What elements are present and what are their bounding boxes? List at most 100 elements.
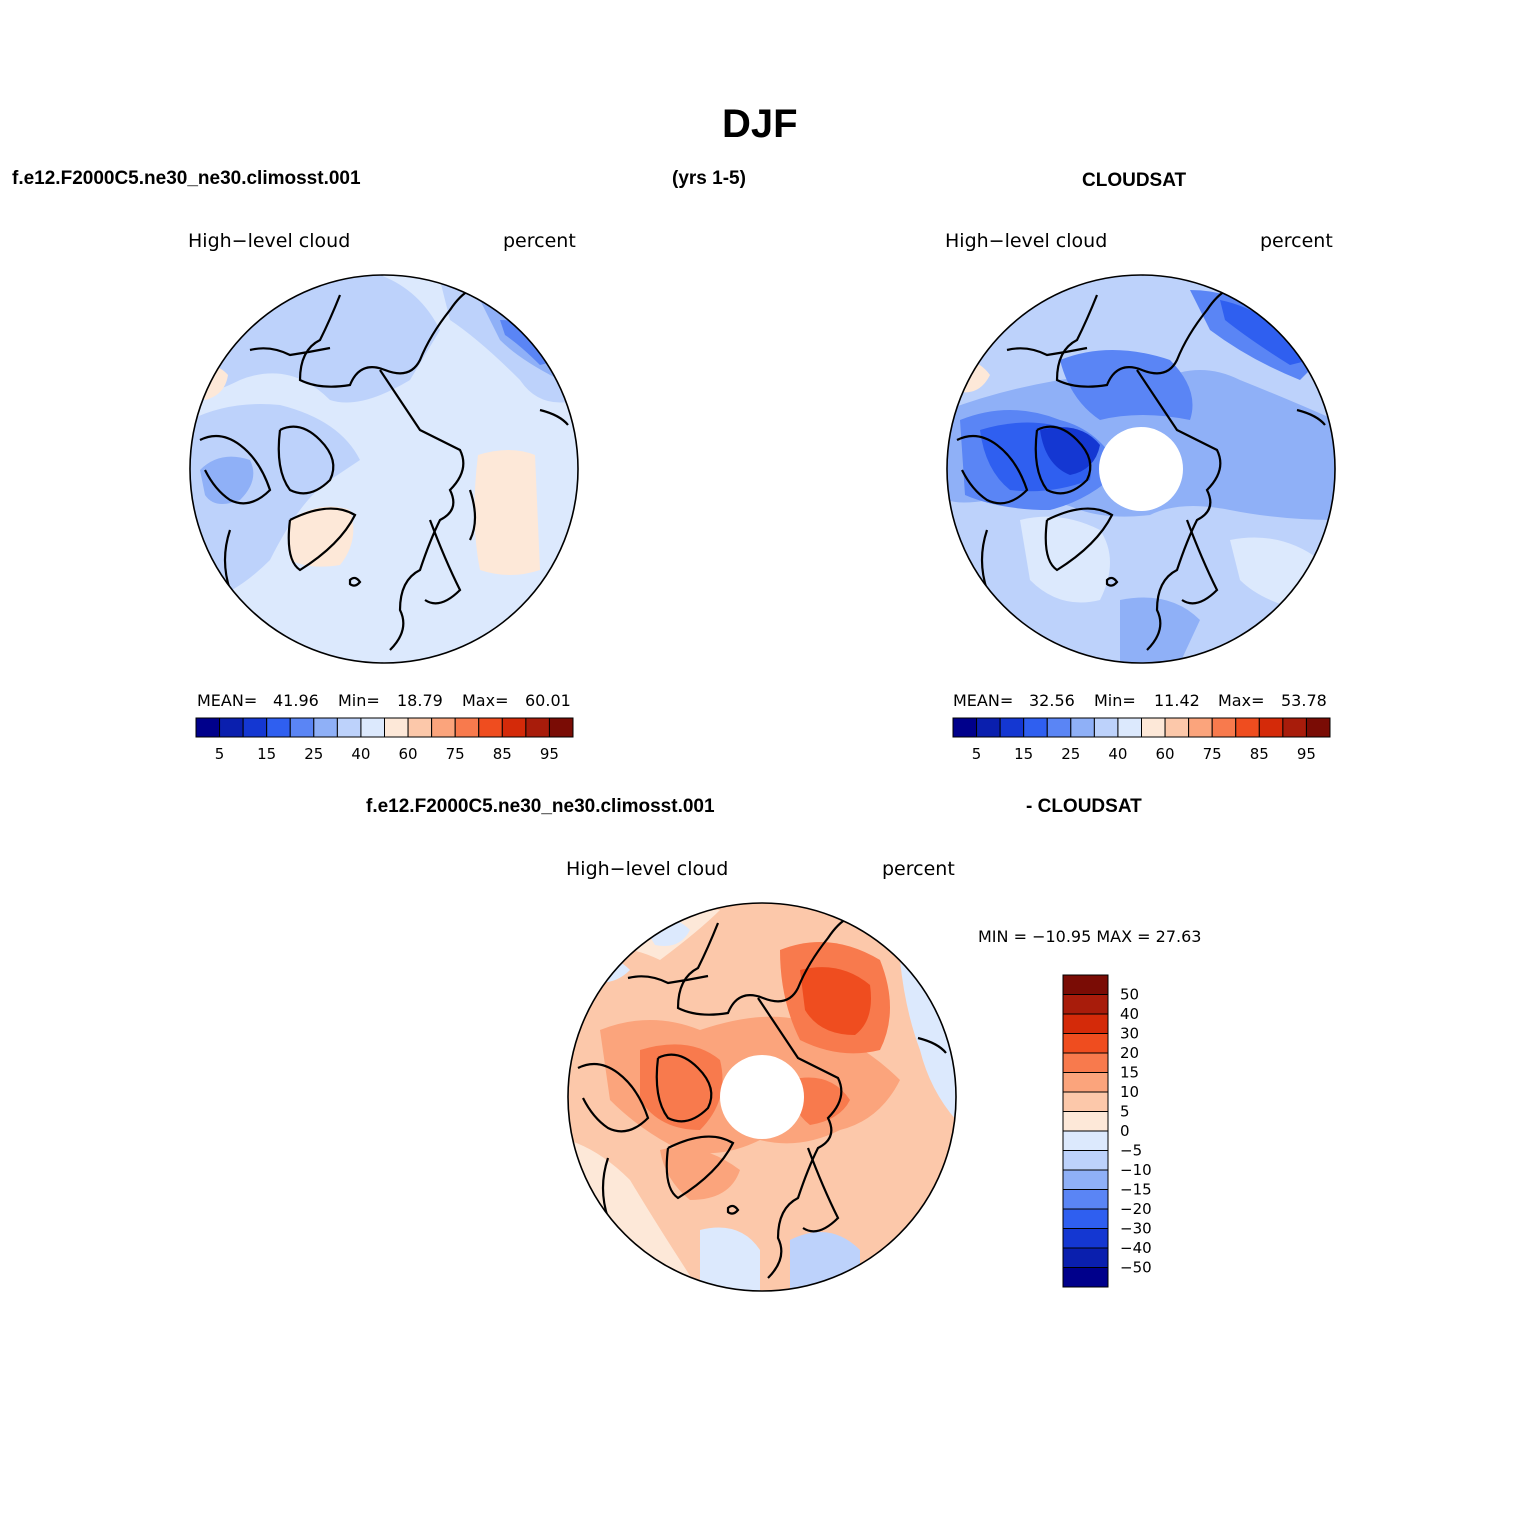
colorbar-cloudsat-swatch (1282, 717, 1307, 738)
colorbar-model-swatch (548, 717, 574, 738)
map3-coastlines (577, 917, 947, 1279)
diff-obs-label: - CLOUDSAT (1026, 796, 1142, 817)
colorbar-difference-swatch (1062, 1247, 1109, 1268)
map3-pole-hole (720, 1055, 804, 1139)
colorbar-cloudsat-swatch (1235, 717, 1260, 738)
colorbar-difference-tick-label: 0 (1120, 1122, 1130, 1140)
colorbar-model-swatch (289, 717, 315, 738)
panel2-mean-label: MEAN= (953, 691, 1014, 710)
colorbar-difference-tick-label: 15 (1120, 1064, 1139, 1082)
colorbar-model-tick-label: 60 (399, 745, 418, 763)
colorbar-difference-swatch (1062, 1013, 1109, 1034)
colorbar-cloudsat-swatch (1164, 717, 1190, 738)
panel1-mean-label: MEAN= (197, 691, 258, 710)
colorbar-difference-swatch (1062, 1208, 1109, 1229)
map2-region (1040, 427, 1100, 475)
colorbar-difference-tick-label: 20 (1120, 1044, 1139, 1062)
panel2-min-value: 11.42 (1154, 691, 1200, 710)
map3-region (660, 1147, 740, 1200)
colorbar-difference-swatch (1062, 1033, 1109, 1054)
colorbar-model-swatch (360, 717, 385, 738)
map-model (189, 274, 579, 664)
colorbar-difference-swatch (1062, 1052, 1109, 1073)
colorbar-model-swatch (501, 717, 527, 738)
colorbar-cloudsat-swatch (1023, 717, 1048, 738)
panel1-units: percent (503, 230, 576, 252)
colorbar-cloudsat-tick-label: 5 (972, 745, 982, 763)
colorbar-model-tick-label: 95 (540, 745, 559, 763)
colorbar-cloudsat-swatch (1211, 717, 1237, 738)
colorbar-model-swatch (336, 717, 362, 738)
panel1-min-value: 18.79 (397, 691, 443, 710)
colorbar-difference-tick-label: 30 (1120, 1025, 1139, 1043)
colorbar-difference-tick-label: 10 (1120, 1083, 1139, 1101)
colorbar-model-tick-label: 15 (257, 745, 276, 763)
panel1-variable: High−level cloud (188, 230, 351, 252)
map1-coastlines (199, 289, 569, 651)
years-label: (yrs 1-5) (672, 168, 746, 189)
colorbar-difference-swatch (1062, 1228, 1109, 1249)
map1-region (300, 616, 420, 663)
colorbar-difference-tick-label: 5 (1120, 1103, 1130, 1121)
colorbar-cloudsat-swatch (976, 717, 1001, 738)
colorbar-difference-tick-label: −20 (1120, 1200, 1152, 1218)
map3-border (567, 902, 957, 1292)
colorbar-difference-tick-label: −40 (1120, 1239, 1152, 1257)
colorbar-model-swatch (195, 717, 221, 738)
colorbar-cloudsat-swatch (1258, 717, 1284, 738)
panel2-max-value: 53.78 (1281, 691, 1327, 710)
panel2-units: percent (1260, 230, 1333, 252)
map3-region (640, 1044, 723, 1130)
map1-region (200, 456, 254, 504)
colorbar-difference-swatch (1062, 1091, 1109, 1112)
colorbar-cloudsat: 5 15 25 40 60 75 85 95 (952, 717, 1331, 763)
case-name-label: f.e12.F2000C5.ne30_ne30.climosst.001 (12, 168, 361, 189)
colorbar-cloudsat-tick-label: 40 (1108, 745, 1127, 763)
colorbar-model-swatch (313, 717, 338, 738)
colorbar-difference-tick-label: −50 (1120, 1259, 1152, 1277)
panel3-minmax: MIN = −10.95 MAX = 27.63 (978, 927, 1202, 946)
panel3-units: percent (882, 858, 955, 880)
panel1-min-label: Min= (338, 691, 380, 710)
panel2-variable: High−level cloud (945, 230, 1108, 252)
colorbar-cloudsat-tick-label: 75 (1203, 745, 1222, 763)
colorbar-model-swatch (266, 717, 291, 738)
colorbar-model: 5 15 25 40 60 75 85 95 (195, 717, 574, 763)
colorbar-model-tick-label: 40 (351, 745, 370, 763)
colorbar-model-tick-label: 5 (215, 745, 225, 763)
colorbar-model-swatch (431, 717, 456, 738)
map-cloudsat (946, 274, 1336, 664)
colorbar-cloudsat-swatch (1141, 717, 1166, 738)
colorbar-cloudsat-swatch (999, 717, 1025, 738)
colorbar-cloudsat-swatch (1093, 717, 1119, 738)
map2-pole-hole (1099, 427, 1183, 511)
colorbar-model-swatch (454, 717, 480, 738)
obs-name-label: CLOUDSAT (1082, 170, 1187, 191)
colorbar-cloudsat-tick-label: 85 (1250, 745, 1269, 763)
colorbar-difference-swatch (1062, 1150, 1109, 1171)
colorbar-model-swatch (525, 717, 550, 738)
map2-region (1220, 300, 1310, 365)
map1-region (190, 404, 360, 600)
colorbar-model-swatch (384, 717, 409, 738)
colorbar-difference-swatch (1062, 1169, 1109, 1190)
colorbar-cloudsat-swatch (1117, 717, 1142, 738)
map3-region (700, 1227, 760, 1291)
map3-region (790, 1077, 850, 1125)
panel2-max-label: Max= (1218, 691, 1265, 710)
panel1-max-label: Max= (462, 691, 509, 710)
colorbar-model-swatch (219, 717, 244, 738)
colorbar-model-swatch (407, 717, 433, 738)
colorbar-cloudsat-swatch (1070, 717, 1095, 738)
colorbar-cloudsat-tick-label: 95 (1297, 745, 1316, 763)
colorbar-difference-swatch (1062, 1111, 1109, 1132)
colorbar-difference-tick-label: −10 (1120, 1161, 1152, 1179)
colorbar-difference-tick-label: 40 (1120, 1005, 1139, 1023)
map-difference (567, 902, 957, 1292)
colorbar-difference-swatch (1062, 1267, 1109, 1288)
colorbar-difference-tick-label: −30 (1120, 1220, 1152, 1238)
colorbar-difference-swatch (1062, 974, 1109, 995)
colorbar-cloudsat-swatch (952, 717, 978, 738)
